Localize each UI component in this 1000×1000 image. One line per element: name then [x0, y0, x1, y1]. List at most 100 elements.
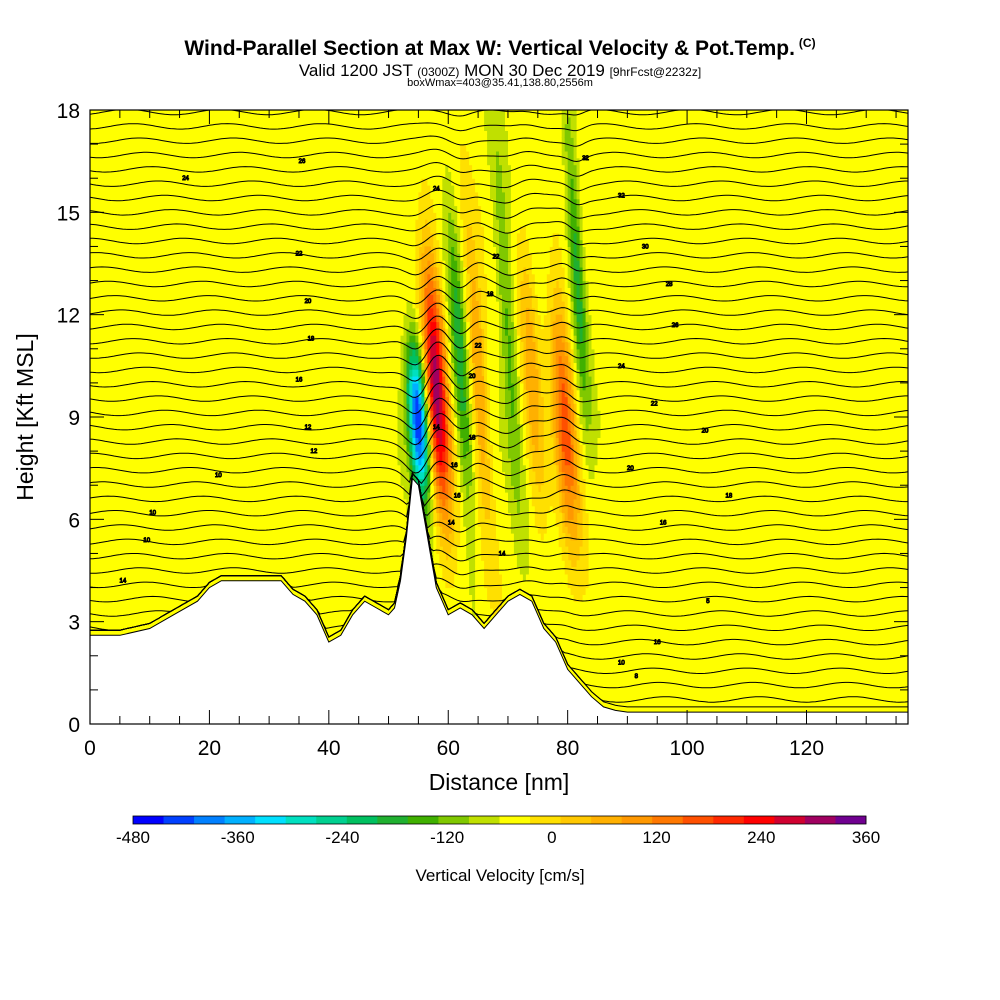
- velocity-cell: [209, 164, 213, 172]
- velocity-cell: [146, 110, 151, 118]
- velocity-cell: [146, 587, 151, 595]
- velocity-cell: [116, 417, 121, 425]
- velocity-cell: [182, 526, 187, 534]
- velocity-cell: [206, 362, 210, 370]
- velocity-cell: [119, 191, 124, 200]
- velocity-cell: [131, 492, 136, 500]
- velocity-cell: [197, 423, 202, 432]
- velocity-cell: [146, 614, 151, 623]
- velocity-cell: [99, 116, 103, 125]
- velocity-cell: [161, 287, 166, 295]
- velocity-cell: [173, 587, 178, 595]
- velocity-cell: [191, 307, 196, 316]
- velocity-cell: [170, 355, 175, 363]
- velocity-cell: [206, 403, 210, 411]
- velocity-cell: [197, 280, 202, 288]
- velocity-cell: [200, 253, 205, 261]
- boxmax-info: boxWmax=403@35.41,138.80,2556m: [0, 77, 1000, 89]
- velocity-cell: [173, 307, 178, 316]
- velocity-cell: [152, 171, 157, 179]
- velocity-cell: [149, 573, 154, 582]
- velocity-cell: [140, 526, 145, 534]
- velocity-cell: [116, 410, 121, 418]
- velocity-cell: [203, 560, 207, 568]
- velocity-cell: [119, 382, 124, 391]
- velocity-cell: [206, 396, 210, 404]
- velocity-cell: [101, 260, 106, 268]
- velocity-cell: [99, 164, 103, 172]
- velocity-cell: [93, 150, 97, 159]
- velocity-cell: [110, 417, 115, 425]
- velocity-cell: [194, 587, 199, 595]
- velocity-cell: [185, 457, 190, 466]
- velocity-cell: [164, 601, 169, 609]
- velocity-cell: [125, 546, 130, 554]
- velocity-cell: [104, 485, 109, 493]
- velocity-cell: [197, 464, 202, 473]
- velocity-cell: [170, 171, 175, 179]
- velocity-cell: [194, 464, 199, 473]
- velocity-cell: [155, 498, 160, 507]
- velocity-cell: [101, 573, 106, 582]
- velocity-cell: [203, 369, 207, 377]
- velocity-cell: [152, 403, 157, 411]
- velocity-cell: [170, 110, 175, 118]
- velocity-cell: [155, 444, 160, 452]
- velocity-cell: [137, 226, 142, 234]
- velocity-cell: [104, 219, 109, 227]
- velocity-cell: [128, 457, 133, 466]
- velocity-cell: [128, 362, 133, 370]
- velocity-cell: [188, 560, 193, 568]
- velocity-cell: [140, 171, 145, 179]
- velocity-cell: [149, 116, 154, 125]
- velocity-cell: [158, 185, 163, 193]
- velocity-cell: [170, 239, 175, 247]
- velocity-cell: [101, 457, 106, 466]
- velocity-cell: [128, 157, 133, 166]
- velocity-cell: [96, 150, 100, 159]
- velocity-cell: [182, 232, 187, 241]
- velocity-cell: [188, 171, 193, 179]
- velocity-cell: [182, 226, 187, 234]
- velocity-cell: [200, 246, 205, 254]
- velocity-cell: [176, 546, 181, 554]
- velocity-cell: [116, 301, 121, 309]
- velocity-cell: [161, 266, 166, 275]
- velocity-cell: [119, 110, 124, 118]
- velocity-cell: [179, 457, 184, 466]
- velocity-cell: [116, 178, 121, 186]
- velocity-cell: [152, 369, 157, 377]
- velocity-cell: [99, 144, 103, 152]
- velocity-cell: [191, 273, 196, 282]
- velocity-cell: [152, 614, 157, 623]
- velocity-cell: [93, 519, 97, 527]
- velocity-cell: [152, 608, 157, 616]
- velocity-cell: [155, 492, 160, 500]
- velocity-cell: [122, 232, 127, 241]
- velocity-cell: [96, 580, 100, 589]
- velocity-cell: [128, 560, 133, 568]
- velocity-cell: [90, 423, 94, 432]
- velocity-cell: [158, 232, 163, 241]
- velocity-cell: [119, 130, 124, 138]
- velocity-cell: [209, 123, 213, 131]
- velocity-cell: [93, 198, 97, 207]
- velocity-cell: [185, 116, 190, 125]
- velocity-cell: [182, 280, 187, 288]
- velocity-cell: [167, 294, 172, 302]
- velocity-cell: [179, 342, 184, 350]
- velocity-cell: [146, 430, 151, 438]
- velocity-cell: [104, 328, 109, 336]
- velocity-cell: [176, 553, 181, 561]
- velocity-cell: [143, 246, 148, 254]
- velocity-cell: [173, 110, 178, 118]
- velocity-cell: [182, 567, 187, 575]
- velocity-cell: [93, 485, 97, 493]
- velocity-cell: [107, 164, 112, 172]
- velocity-cell: [155, 273, 160, 282]
- velocity-cell: [197, 348, 202, 357]
- velocity-cell: [182, 219, 187, 227]
- velocity-cell: [182, 451, 187, 459]
- velocity-cell: [119, 614, 124, 623]
- velocity-cell: [179, 198, 184, 207]
